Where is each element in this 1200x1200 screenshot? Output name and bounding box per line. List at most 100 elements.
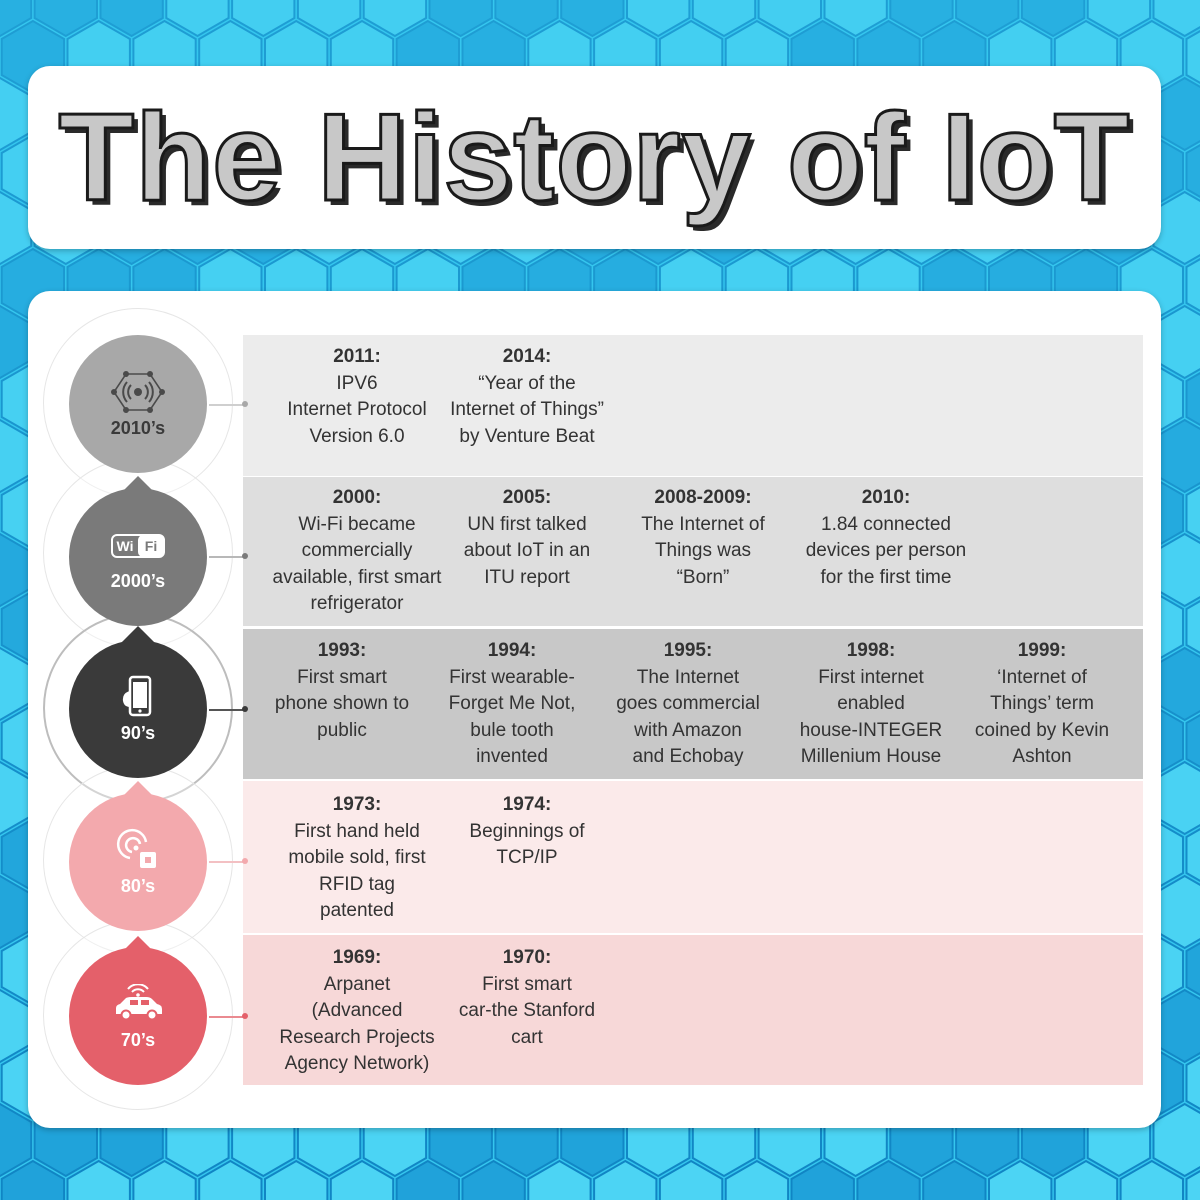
event-year: 1970: [502, 947, 552, 968]
hexagon-tile [1185, 714, 1200, 768]
event-year: 2011: [333, 346, 381, 367]
event-text: “Year of the Internet of Things” by Vent… [450, 372, 604, 447]
era-row-70s [243, 935, 1143, 1085]
hexagon-tile [922, 1159, 987, 1200]
event-2005: 2005: UN first talked about IoT in an IT… [437, 485, 617, 591]
era-row-80s [243, 781, 1143, 933]
event-1969: 1969: Arpanet (Advanced Research Project… [267, 945, 447, 1078]
event-year: 1969: [332, 947, 382, 968]
event-text: UN first talked about IoT in an ITU repo… [463, 513, 591, 588]
event-year: 1999: [1017, 640, 1067, 661]
era-circle-2000s: Wi Fi 2000’s [69, 488, 207, 626]
era-label: 2000’s [110, 570, 166, 591]
event-text: Beginnings of TCP/IP [469, 820, 585, 869]
event-text: IPV6 Internet Protocol Version 6.0 [287, 372, 427, 447]
event-1973: 1973: First hand held mobile sold, first… [267, 792, 447, 925]
hexagon-tile [264, 1159, 329, 1200]
hexagon-tile [296, 0, 362, 38]
hexagon-tile [0, 0, 33, 38]
svg-text:Wi: Wi [117, 538, 134, 554]
hexagon-tile [1152, 0, 1200, 38]
hexagon-tile [66, 1159, 131, 1200]
hexagon-tile [955, 0, 1020, 38]
hexagon-tile [527, 1159, 592, 1200]
event-1970: 1970: First smart car-the Stanford cart [437, 945, 617, 1051]
event-text: First internet enabled house-INTEGER Mil… [799, 666, 943, 768]
event-year: 2000: [332, 487, 382, 508]
event-2000: 2000: Wi-Fi became commercially availabl… [267, 485, 447, 618]
hexagon-tile [658, 1159, 724, 1200]
connector-line [209, 404, 245, 406]
event-text: First hand held mobile sold, first RFID … [288, 820, 426, 922]
era-label: 90’s [120, 722, 156, 743]
event-1999: 1999: ‘Internet of Things’ term coined b… [952, 638, 1132, 771]
event-year: 2005: [502, 487, 552, 508]
event-1995: 1995: The Internet goes commercial with … [598, 638, 778, 771]
connector-dot [242, 401, 248, 407]
connector-line [209, 861, 245, 863]
hexagon-tile [1185, 30, 1200, 84]
hexagon-tile [560, 0, 625, 38]
era-label: 70’s [120, 1029, 156, 1050]
event-2014: 2014: “Year of the Internet of Things” b… [437, 344, 617, 450]
event-text: First wearable- Forget Me Not, bule toot… [448, 666, 576, 768]
event-year: 2008-2009: [654, 487, 752, 508]
title-card: The History of IoT [28, 66, 1161, 249]
event-year: 1974: [502, 794, 552, 815]
hexagon-tile [823, 0, 888, 38]
event-text: 1.84 connected devices per person for th… [805, 513, 967, 588]
hexagon-tile [1152, 1102, 1200, 1178]
hexagon-tile [856, 1159, 921, 1200]
hexagon-tile [626, 0, 691, 38]
event-text: First smart phone shown to public [274, 666, 410, 741]
era-circle-90s: 90’s [69, 640, 207, 778]
hexagon-tile [362, 0, 428, 38]
hexagon-tile [724, 1159, 790, 1200]
hexagon-tile [790, 1159, 855, 1200]
event-text: ‘Internet of Things’ term coined by Kevi… [974, 666, 1110, 768]
hexagon-tile [494, 0, 559, 38]
hexagon-tile [198, 1159, 263, 1200]
connector-dot [242, 858, 248, 864]
smartphone-icon [110, 675, 166, 719]
hexagon-tile [1020, 0, 1086, 38]
hexagon-tile [1185, 942, 1200, 996]
hexagon-tile [757, 0, 822, 38]
event-text: Wi-Fi became commercially available, fir… [272, 513, 442, 615]
era-row-90s [243, 629, 1143, 779]
hexagon-tile [231, 0, 296, 38]
hexagon-tile [1185, 828, 1200, 882]
event-1998: 1998: First internet enabled house-INTEG… [781, 638, 961, 771]
event-2011: 2011: IPV6 Internet Protocol Version 6.0 [267, 344, 447, 450]
event-year: 2014: [502, 346, 552, 367]
event-year: 1995: [663, 640, 713, 661]
era-label: 80’s [120, 875, 156, 896]
hexagon-tile [329, 1159, 395, 1200]
hexagon-tile [0, 1159, 66, 1200]
hexagon-tile [1053, 1159, 1119, 1200]
hexagon-tile [1185, 258, 1200, 312]
era-row-2000s [243, 477, 1143, 626]
page-title: The History of IoT [57, 87, 1131, 228]
hexagon-tile [1185, 1056, 1200, 1110]
event-year: 1994: [487, 640, 537, 661]
connector-dot [242, 553, 248, 559]
hexagon-tile [593, 1159, 658, 1200]
hexagon-tile [132, 1159, 197, 1200]
hexagon-tile [1185, 486, 1200, 540]
hexagon-tile [988, 1159, 1053, 1200]
event-text: The Internet of Things was “Born” [641, 513, 765, 588]
era-circle-70s: 70’s [69, 947, 207, 1085]
hexagon-tile [461, 1159, 526, 1200]
hexagon-tile [1185, 1170, 1200, 1200]
network-signal-icon [110, 370, 166, 414]
connector-line [209, 1016, 245, 1018]
hexagon-tile [428, 0, 493, 38]
event-2010: 2010: 1.84 connected devices per person … [796, 485, 976, 591]
connector-line [209, 556, 245, 558]
hexagon-tile [165, 0, 230, 38]
era-circle-2010s: 2010’s [69, 335, 207, 473]
hexagon-tile [889, 0, 954, 38]
svg-text:Fi: Fi [145, 538, 157, 554]
connector-line [209, 709, 245, 711]
